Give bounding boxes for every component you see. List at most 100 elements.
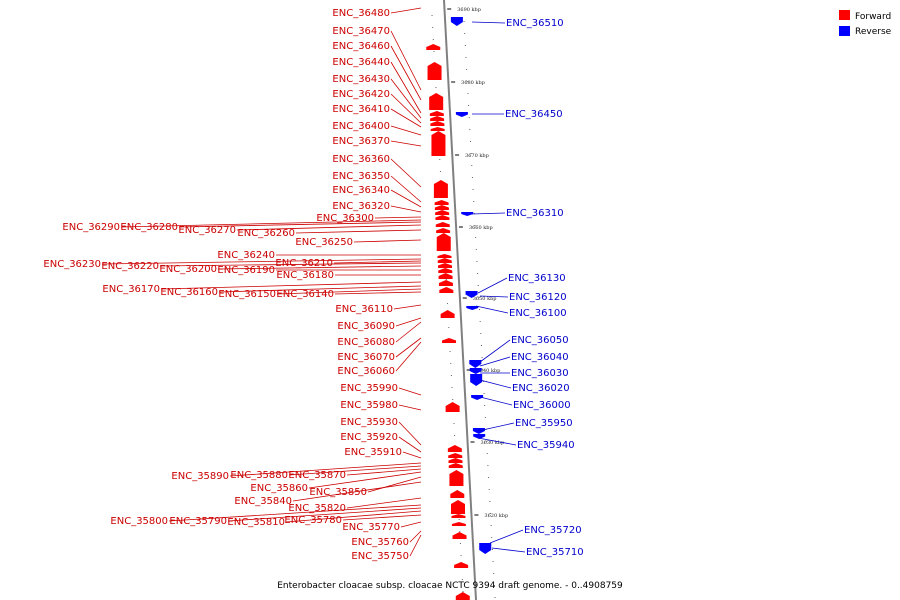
forward-label-leader — [390, 78, 422, 119]
forward-gene-label: ENC_36160 — [160, 287, 218, 298]
forward-label-leader — [395, 337, 422, 358]
forward-gene-label: ENC_36090 — [337, 321, 395, 332]
forward-gene-label: ENC_36230 — [43, 259, 101, 270]
minor-tick — [483, 393, 485, 394]
reverse-gene-arrow — [469, 368, 482, 374]
forward-gene-arrow — [434, 200, 449, 205]
reverse-gene-arrow — [466, 306, 479, 310]
minor-tick — [432, 39, 434, 40]
forward-gene-label: ENC_36110 — [335, 304, 393, 315]
forward-gene-arrow — [438, 280, 453, 286]
forward-gene-label: ENC_36140 — [276, 289, 334, 300]
minor-tick — [488, 489, 490, 490]
gene-labels: ENC_36480 ENC_36470 ENC_36460 ENC_36440 ENC_… — [43, 8, 583, 562]
forward-gene-arrow — [451, 522, 466, 526]
forward-label-leader — [346, 497, 422, 509]
reverse-label-leader — [479, 295, 509, 298]
forward-gene-arrow — [439, 287, 454, 293]
forward-gene-label: ENC_35800 — [110, 516, 168, 527]
minor-tick — [477, 285, 479, 286]
reverse-label-leader — [479, 339, 511, 363]
reverse-gene-label: ENC_36020 — [512, 383, 570, 394]
minor-tick — [479, 309, 481, 310]
forward-label-leader — [367, 476, 422, 493]
forward-gene-label: ENC_36350 — [332, 171, 390, 182]
reverse-label-leader — [477, 277, 508, 294]
forward-gene-arrow — [435, 210, 450, 215]
forward-gene-arrow — [436, 228, 451, 233]
forward-gene-label: ENC_35860 — [250, 483, 308, 494]
forward-gene-arrow — [435, 222, 450, 227]
minor-tick — [435, 87, 437, 88]
minor-tick — [475, 237, 477, 238]
forward-gene-label: ENC_36270 — [178, 225, 236, 236]
reverse-label-leader — [479, 356, 511, 367]
forward-gene-label: ENC_36190 — [217, 265, 275, 276]
forward-label-leader — [409, 530, 422, 543]
forward-label-leader — [276, 288, 422, 295]
forward-gene-label: ENC_36340 — [332, 185, 390, 196]
reverse-gene-label: ENC_35710 — [526, 547, 584, 558]
scale-tick-label: 3640 kbp — [477, 368, 501, 374]
genome-backbone — [443, 0, 477, 600]
forward-label-leader — [395, 321, 422, 343]
legend-reverse-label: Reverse — [855, 27, 892, 37]
minor-tick — [468, 105, 470, 106]
forward-label-leader — [398, 387, 422, 396]
minor-tick — [449, 351, 451, 352]
forward-gene-label: ENC_36320 — [332, 201, 390, 212]
minor-tick — [478, 297, 480, 298]
minor-tick — [466, 81, 468, 82]
forward-gene-label: ENC_35760 — [351, 537, 409, 548]
minor-tick — [469, 129, 471, 130]
forward-gene-arrow — [448, 453, 463, 458]
reverse-gene-label: ENC_36000 — [513, 400, 571, 411]
legend-forward-swatch — [839, 10, 850, 20]
forward-label-leader — [346, 468, 422, 476]
forward-gene-arrow — [430, 121, 445, 126]
reverse-gene-label: ENC_35720 — [524, 525, 582, 536]
scale-tick-label: 3630 kbp — [481, 440, 505, 446]
forward-gene-label: ENC_36170 — [102, 284, 160, 295]
reverse-gene-arrow — [470, 374, 483, 386]
forward-label-leader — [409, 534, 422, 557]
label-leaders — [101, 7, 526, 557]
forward-label-leader — [390, 61, 422, 114]
forward-gene-label: ENC_36300 — [316, 213, 374, 224]
forward-gene-arrow — [430, 116, 445, 121]
forward-gene-arrow — [431, 131, 446, 156]
forward-gene-label: ENC_35820 — [288, 503, 346, 514]
forward-gene-label: ENC_36260 — [237, 228, 295, 239]
minor-tick — [461, 579, 463, 580]
minor-tick — [480, 333, 482, 334]
forward-gene-arrow — [452, 532, 467, 539]
forward-gene-label: ENC_35980 — [340, 400, 398, 411]
forward-gene-arrow — [445, 402, 460, 412]
scale-tick-label: 3690 kbp — [457, 7, 481, 13]
forward-gene-label: ENC_36250 — [295, 237, 353, 248]
reverse-gene-label: ENC_36120 — [509, 292, 567, 303]
forward-label-leader — [390, 108, 422, 128]
minor-tick — [474, 225, 476, 226]
forward-gene-arrow — [433, 180, 448, 198]
minor-tick — [491, 549, 493, 550]
reverse-label-leader — [475, 305, 509, 314]
forward-label-leader — [285, 510, 422, 523]
forward-gene-arrow — [449, 470, 464, 486]
forward-gene-arrow — [438, 268, 453, 273]
minor-tick — [484, 405, 486, 406]
reverse-label-leader — [477, 422, 515, 432]
scale-tick-label: 3620 kbp — [484, 513, 508, 519]
forward-gene-label: ENC_35930 — [340, 417, 398, 428]
forward-gene-label: ENC_36080 — [337, 337, 395, 348]
minor-tick — [491, 537, 493, 538]
forward-gene-arrow — [429, 111, 444, 116]
reverse-label-leader — [471, 212, 506, 215]
forward-label-leader — [398, 404, 422, 411]
forward-gene-label: ENC_36430 — [332, 74, 390, 85]
minor-tick — [477, 273, 479, 274]
reverse-gene-label: ENC_36310 — [506, 208, 564, 219]
reverse-label-leader — [489, 529, 524, 544]
minor-tick — [484, 417, 486, 418]
forward-label-leader — [101, 258, 422, 265]
